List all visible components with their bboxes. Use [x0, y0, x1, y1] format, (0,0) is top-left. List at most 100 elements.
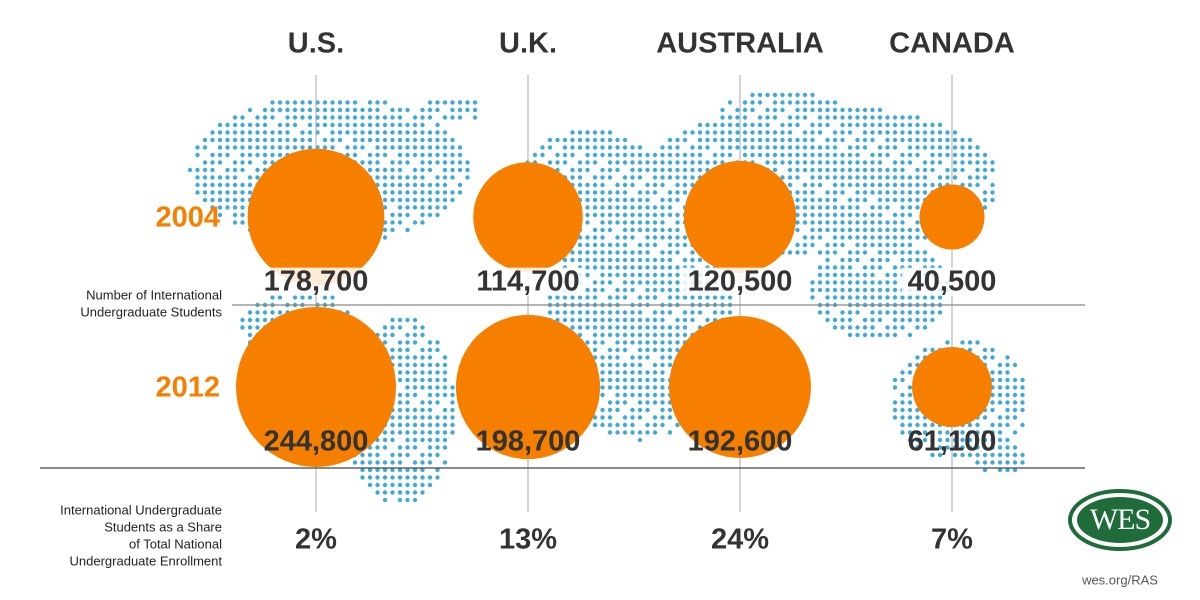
map-dot: [390, 452, 395, 458]
map-dot: [645, 430, 650, 435]
map-dot: [427, 430, 433, 435]
map-dot: [292, 115, 298, 120]
map-dot: [232, 145, 238, 150]
map-dot: [652, 152, 658, 158]
map-dot: [1020, 400, 1025, 405]
map-dot: [667, 160, 673, 165]
map-dot: [652, 227, 658, 233]
map-dot: [855, 167, 860, 173]
map-dot: [247, 130, 253, 135]
map-dot: [795, 212, 800, 218]
map-dot: [600, 145, 605, 150]
map-dot: [622, 347, 628, 353]
map-dot: [937, 310, 943, 315]
map-dot: [405, 385, 410, 390]
map-dot: [952, 437, 958, 443]
map-dot: [840, 122, 845, 128]
map-dot: [367, 100, 373, 105]
map-dot: [195, 152, 200, 158]
map-dot: [442, 137, 448, 143]
map-dot: [427, 482, 433, 488]
map-dot: [232, 220, 238, 225]
map-dot: [712, 130, 718, 135]
map-dot: [232, 130, 238, 135]
map-dot: [390, 190, 395, 195]
map-dot: [645, 182, 650, 188]
map-dot: [675, 242, 680, 248]
map-dot: [615, 205, 620, 210]
map-dot: [390, 160, 395, 165]
map-dot: [892, 167, 898, 173]
map-dot: [457, 145, 463, 150]
map-dot: [870, 265, 875, 270]
map-dot: [862, 122, 868, 128]
map-dot: [420, 400, 425, 405]
map-dot: [255, 122, 260, 128]
map-dot: [967, 452, 973, 458]
map-dot: [615, 265, 620, 270]
map-dot: [397, 317, 403, 323]
map-dot: [885, 152, 890, 158]
map-dot: [412, 430, 418, 435]
map-dot: [817, 130, 823, 135]
map-dot: [412, 340, 418, 345]
map-dot: [660, 175, 665, 180]
map-dot: [570, 257, 575, 263]
map-dot: [780, 130, 785, 135]
map-dot: [570, 137, 575, 143]
map-dot: [765, 160, 770, 165]
map-dot: [615, 220, 620, 225]
map-dot: [592, 242, 598, 248]
map-dot: [832, 272, 838, 278]
map-dot: [592, 317, 598, 323]
map-dot: [825, 227, 830, 233]
map-dot: [802, 100, 808, 105]
map-dot: [630, 265, 635, 270]
map-dot: [435, 430, 440, 435]
map-dot: [412, 370, 418, 375]
map-dot: [660, 250, 665, 255]
map-dot: [960, 452, 965, 458]
map-dot: [630, 227, 635, 233]
label-backdrop: [470, 267, 586, 296]
map-dot: [397, 115, 403, 120]
map-dot: [405, 482, 410, 488]
map-dot: [397, 377, 403, 383]
map-dot: [442, 115, 448, 120]
map-dot: [360, 460, 365, 465]
map-dot: [660, 400, 665, 405]
map-dot: [225, 137, 230, 143]
map-dot: [697, 145, 703, 150]
map-dot: [247, 182, 253, 188]
map-dot: [420, 190, 425, 195]
map-dot: [892, 272, 898, 278]
map-dot: [900, 205, 905, 210]
map-dot: [405, 190, 410, 195]
map-dot: [877, 130, 883, 135]
map-dot: [847, 265, 853, 270]
map-dot: [450, 152, 455, 158]
map-dot: [442, 362, 448, 368]
map-dot: [615, 152, 620, 158]
map-dot: [892, 197, 898, 203]
map-dot: [660, 182, 665, 188]
map-dot: [367, 152, 373, 158]
map-dot: [915, 152, 920, 158]
map-dot: [547, 137, 553, 143]
map-dot: [397, 430, 403, 435]
map-dot: [840, 160, 845, 165]
map-dot: [360, 452, 365, 458]
map-dot: [780, 152, 785, 158]
map-dot: [675, 295, 680, 300]
map-dot: [727, 152, 733, 158]
map-dot: [922, 422, 928, 428]
map-dot: [907, 227, 913, 233]
map-dot: [945, 152, 950, 158]
map-dot: [255, 167, 260, 173]
map-dot: [472, 115, 478, 120]
map-dot: [1005, 392, 1010, 398]
map-dot: [870, 227, 875, 233]
map-dot: [615, 407, 620, 413]
map-dot: [802, 197, 808, 203]
map-dot: [645, 220, 650, 225]
